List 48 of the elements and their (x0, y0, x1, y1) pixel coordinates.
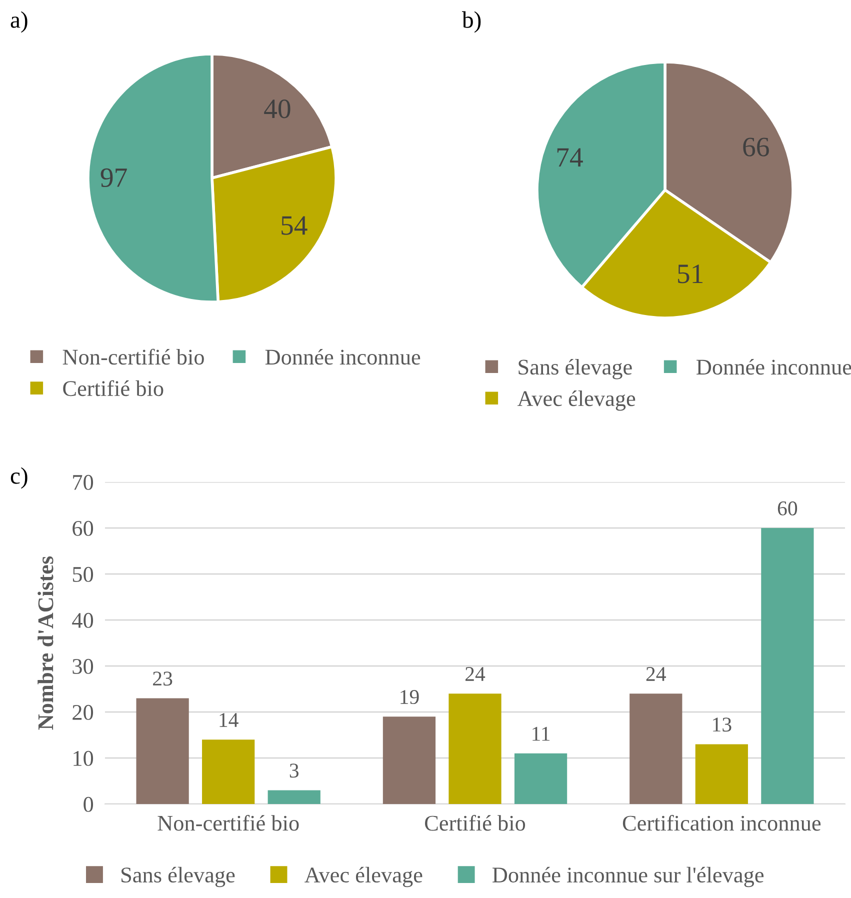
chart-title: c) (10, 467, 28, 489)
bar (202, 740, 255, 804)
bar (630, 694, 682, 804)
legend-label: Avec élevage (304, 866, 422, 888)
y-tick-label: 30 (72, 658, 94, 674)
y-tick-label: 20 (72, 704, 94, 720)
y-tick-label: 70 (73, 474, 94, 490)
data-label: 54 (282, 216, 308, 235)
legend-label: Certifié bio (63, 380, 164, 396)
y-tick-label: 60 (72, 520, 94, 536)
x-tick-label: Non-certifié bio (158, 814, 299, 831)
data-label: 19 (400, 690, 419, 704)
x-tick-label: Certifié bio (425, 814, 526, 831)
data-label: 11 (532, 726, 550, 741)
data-label: 74 (557, 148, 583, 167)
y-tick-label: 10 (74, 750, 94, 766)
data-label: 13 (713, 718, 732, 732)
data-label: 24 (466, 667, 486, 681)
bar (761, 528, 814, 804)
legend-label: Avec élevage (517, 390, 636, 411)
data-label: 66 (743, 138, 769, 156)
bar (382, 716, 436, 804)
legend-label: Donnée inconnue sur l'élevage (492, 866, 764, 888)
legend-label: Sans élevage (122, 866, 235, 888)
legend-label: Donnée inconnue (696, 358, 851, 375)
y-tick-label: 40 (72, 612, 94, 628)
bar (136, 698, 189, 804)
bar (268, 790, 320, 804)
data-label: 23 (153, 672, 172, 686)
data-label: 51 (678, 264, 703, 284)
data-label: 24 (646, 667, 666, 681)
data-label: 40 (264, 99, 290, 118)
legend-label: Donnée inconnue (265, 348, 420, 365)
data-label: 3 (290, 764, 299, 778)
y-tick-label: 50 (72, 566, 94, 582)
legend-label: Sans élevage (518, 358, 632, 380)
y-tick-label: 0 (84, 796, 94, 812)
bar (448, 694, 502, 804)
bar (514, 753, 568, 804)
data-label: 14 (220, 713, 238, 727)
legend-label: Non-certifié bio (62, 348, 204, 365)
chart-title: a) (10, 11, 28, 33)
x-tick-label: Certification inconnue (622, 814, 821, 831)
data-label: 97 (100, 168, 127, 188)
chart-title: b) (462, 11, 481, 33)
y-axis-title: Nombre d'ACistes (38, 556, 54, 730)
bar (695, 744, 748, 804)
data-label: 60 (778, 501, 798, 516)
